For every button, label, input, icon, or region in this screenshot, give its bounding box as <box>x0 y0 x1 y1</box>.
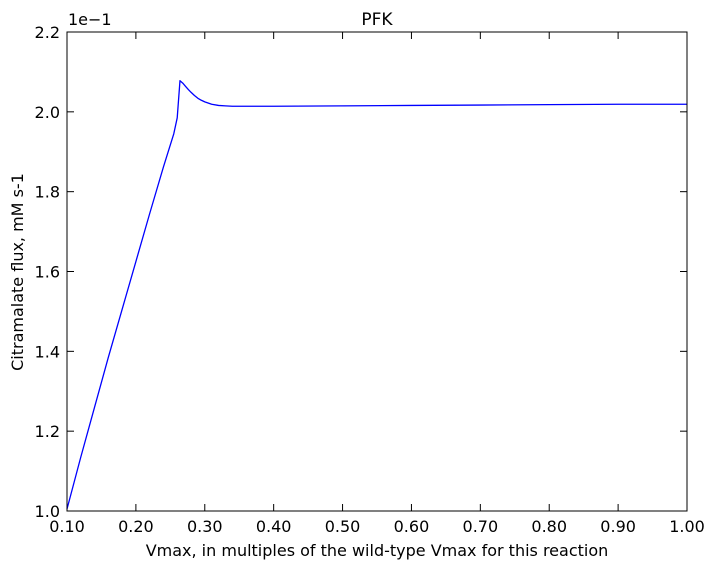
x-tick-label: 0.90 <box>600 517 636 536</box>
x-tick-label: 0.10 <box>49 517 85 536</box>
x-tick-label: 0.50 <box>325 517 361 536</box>
y-tick-label: 1.4 <box>35 342 60 361</box>
y-tick-label: 2.0 <box>35 103 60 122</box>
y-axis-offset-label: 1e−1 <box>68 10 112 29</box>
x-axis-label: Vmax, in multiples of the wild-type Vmax… <box>146 541 609 560</box>
y-tick-label: 1.6 <box>35 263 60 282</box>
y-tick-label: 1.2 <box>35 422 60 441</box>
chart-title: PFK <box>361 10 393 30</box>
y-axis-label: Citramalate flux, mM s-1 <box>8 173 27 371</box>
x-tick-label: 1.00 <box>669 517 705 536</box>
x-tick-label: 0.80 <box>531 517 567 536</box>
x-tick-label: 0.30 <box>187 517 223 536</box>
x-tick-label: 0.70 <box>463 517 499 536</box>
series-line-0 <box>66 80 687 510</box>
x-tick-label: 0.20 <box>118 517 154 536</box>
x-tick-label: 0.60 <box>394 517 430 536</box>
y-tick-label: 2.2 <box>35 23 60 42</box>
y-tick-label: 1.8 <box>35 183 60 202</box>
x-tick-label: 0.40 <box>256 517 292 536</box>
y-tick-label: 1.0 <box>35 502 60 521</box>
